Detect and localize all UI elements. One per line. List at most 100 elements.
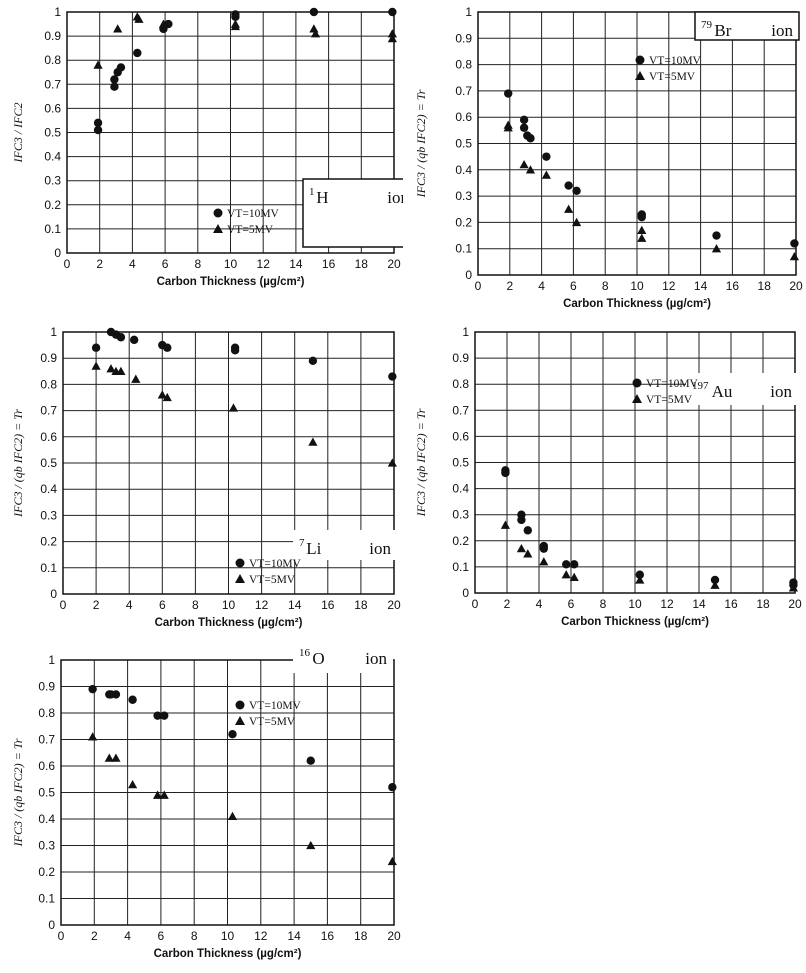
x-tick-label: 14 [288, 598, 302, 612]
x-tick-label: 8 [191, 929, 198, 943]
y-tick-label: 0.3 [40, 508, 57, 522]
data-point-vt-5mv [387, 29, 397, 38]
legend-marker-circle [213, 208, 223, 218]
data-point-vt-5mv [387, 33, 397, 43]
data-point-vt-10mv [519, 115, 529, 125]
x-tick-label: 16 [726, 279, 740, 293]
ion-word: ion [770, 382, 792, 401]
data-point-vt-5mv [158, 19, 169, 28]
x-tick-label: 2 [91, 929, 98, 943]
y-tick-label: 0.1 [452, 560, 469, 574]
y-tick-label: 0.4 [455, 163, 472, 177]
legend-marker-circle [632, 378, 642, 388]
data-point-vt-5mv [93, 60, 103, 69]
y-tick-label: 0.8 [455, 58, 472, 72]
y-tick-label: 0.7 [40, 404, 57, 418]
x-tick-label: 12 [662, 279, 676, 293]
series-vt-10mv [93, 7, 397, 135]
y-axis-label: IFC3 / (qb IFC2) = Tr [414, 89, 428, 198]
data-point-vt-10mv [564, 181, 573, 190]
legend-marker-triangle [635, 71, 645, 80]
series-vt-5mv [88, 732, 397, 866]
y-tick-label: 0 [50, 587, 57, 601]
data-point-vt-5mv [569, 572, 579, 582]
x-tick-label: 18 [756, 597, 770, 611]
plot-frame [474, 331, 796, 594]
chart-panel-au-ion: 0 2 4 6 8 10 12 14 16 18 20 0 0.1 0.2 0.3 0.4 0.5 0.6 0.7 0… [403, 318, 806, 648]
data-point-vt-10mv [153, 711, 162, 720]
data-point-vt-10mv [110, 75, 119, 84]
data-point-vt-10mv [93, 125, 103, 135]
data-point-vt-10mv [110, 82, 119, 91]
y-tick-label: 0 [48, 918, 55, 932]
data-point-vt-5mv [111, 753, 121, 762]
data-point-vt-10mv [93, 118, 103, 128]
legend-label: VT=10MV [649, 55, 702, 67]
x-tick-label: 4 [536, 597, 543, 611]
data-point-vt-10mv [88, 684, 97, 694]
x-tick-label: 2 [506, 279, 513, 293]
y-tick-label: 0.9 [40, 351, 57, 365]
data-point-vt-10mv [129, 335, 139, 345]
x-tick-label: 10 [224, 257, 238, 271]
ion-label-box [686, 373, 798, 405]
x-tick-label: 12 [254, 929, 268, 943]
plot-frame [66, 11, 395, 254]
x-tick-label: 10 [628, 597, 642, 611]
x-tick-label: 12 [255, 598, 269, 612]
data-point-vt-5mv [162, 392, 172, 402]
legend-label: VT=10MV [227, 208, 280, 220]
data-point-vt-10mv [542, 152, 551, 161]
x-tick-label: 16 [724, 597, 738, 611]
ion-word: ion [771, 21, 793, 40]
data-point-vt-10mv [309, 7, 319, 17]
y-tick-label: 0.4 [40, 482, 57, 496]
y-tick-label: 0.8 [40, 377, 57, 391]
data-point-vt-10mv [133, 48, 142, 58]
data-point-vt-10mv [111, 690, 121, 699]
ion-label-box [694, 11, 800, 41]
data-point-vt-5mv [710, 580, 720, 589]
data-point-vt-5mv [637, 225, 647, 234]
y-tick-label: 0.9 [455, 31, 472, 45]
data-point-vt-10mv [572, 186, 581, 196]
data-point-vt-5mv [310, 29, 321, 38]
x-tick-label: 14 [289, 257, 303, 271]
data-point-vt-10mv [116, 333, 126, 342]
data-point-vt-5mv [525, 165, 536, 174]
data-point-vt-5mv [516, 544, 526, 553]
series-vt-5mv [93, 12, 397, 69]
legend: VT=10MV VT=5MV [213, 208, 280, 236]
y-tick-label: 1 [48, 653, 55, 667]
y-tick-label: 0.7 [44, 77, 61, 91]
y-tick-label: 0.7 [455, 84, 472, 98]
y-tick-label: 0.6 [452, 429, 469, 443]
x-tick-label: 20 [387, 598, 401, 612]
x-tick-label: 10 [222, 598, 236, 612]
data-point-vt-5mv [157, 390, 167, 399]
data-point-vt-5mv [152, 790, 163, 799]
x-tick-label: 10 [630, 279, 644, 293]
legend-marker-triangle [632, 394, 642, 403]
y-tick-label: 0.1 [40, 561, 57, 575]
ion-mass-number: 16 [299, 647, 311, 659]
data-point-vt-5mv [306, 840, 316, 850]
x-tick-label: 14 [692, 597, 706, 611]
data-point-vt-5mv [309, 24, 319, 33]
ion-symbol: Li [306, 539, 321, 558]
ion-symbol: H [316, 188, 328, 207]
y-tick-label: 0.6 [38, 759, 55, 773]
x-tick-label: 10 [221, 929, 235, 943]
x-tick-label: 8 [600, 597, 607, 611]
y-tick-label: 0.6 [44, 101, 61, 115]
y-tick-label: 0.5 [44, 126, 61, 140]
y-tick-label: 0.4 [44, 150, 61, 164]
grid [474, 331, 796, 594]
ion-mass-number: 7 [299, 537, 305, 549]
ion-symbol: Au [712, 382, 733, 401]
y-tick-label: 0.1 [455, 242, 472, 256]
data-point-vt-10mv [230, 346, 240, 355]
x-tick-label: 0 [64, 257, 71, 271]
chart-svg-h-ion: 0 2 4 6 8 10 12 14 16 18 20 0 0.1 0.2 0.3 0.4 0.5 0.6 0.7 0… [11, 5, 403, 288]
y-tick-label: 0.1 [38, 892, 55, 906]
